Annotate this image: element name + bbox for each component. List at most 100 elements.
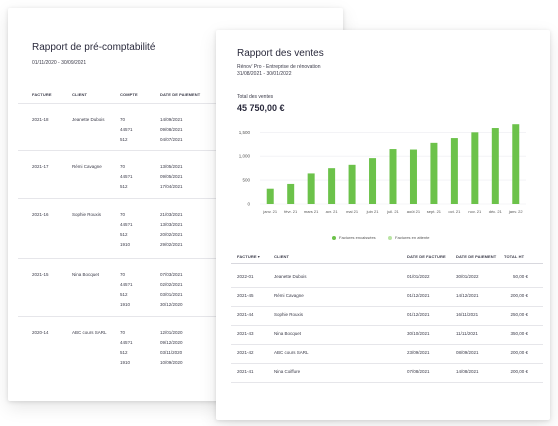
x-tick-label: juin 21	[366, 209, 380, 214]
client-name: Jeanette Dubois	[72, 117, 105, 122]
client-name: Nina Coiffure	[274, 369, 301, 374]
date-paiement: 10/09/2020	[160, 360, 183, 365]
date-facture: 01/01/2022	[407, 274, 430, 279]
company-name: Rénov' Pro - Entreprise de rénovation	[237, 64, 321, 70]
row-divider	[231, 325, 543, 326]
date-paiement: 03/01/2021	[160, 292, 183, 297]
compte-code: 70	[120, 164, 126, 169]
facture-number: 2021-18	[32, 117, 49, 122]
date-paiement: 12/01/2020	[160, 330, 183, 335]
date-paiement: 14/08/2021	[456, 369, 479, 374]
client-name: ABC cours SARL	[72, 330, 107, 335]
x-tick-label: août 21	[407, 209, 421, 214]
date-facture: 01/12/2021	[407, 312, 430, 317]
sales-title: Rapport des ventes	[237, 48, 324, 59]
facture-number: 2021-41	[237, 369, 254, 374]
bar-10[interactable]	[471, 132, 479, 204]
date-paiement: 20/02/2021	[160, 232, 183, 237]
date-paiement: 17/04/2021	[160, 184, 183, 189]
bar-5[interactable]	[369, 158, 377, 204]
compte-code: 1910	[120, 302, 131, 307]
compte-code: 512	[120, 292, 128, 297]
client-name: Nina Bocquet	[274, 331, 302, 336]
x-tick-label: févr. 21	[284, 209, 298, 214]
bar-6[interactable]	[389, 149, 397, 204]
client-name: Nina Bocquet	[72, 272, 100, 277]
client-name: Sophie Rouxis	[72, 212, 102, 217]
date-paiement: 09/08/2021	[160, 127, 183, 132]
col-facture-sort[interactable]: FACTURE ▾	[237, 254, 260, 259]
col-date-facture: DATE DE FACTURE	[407, 254, 446, 259]
date-paiement: 16/11/2021	[456, 312, 479, 317]
date-paiement: 02/02/2021	[160, 282, 183, 287]
col-date-paiement: DATE DE PAIEMENT	[456, 254, 497, 259]
facture-number: 2022-01	[237, 274, 254, 279]
y-tick-label: 0	[247, 202, 250, 207]
y-tick-label: 500	[242, 178, 250, 183]
bar-7[interactable]	[409, 149, 417, 204]
compte-code: 445?1	[120, 222, 133, 227]
facture-number: 2021-42	[237, 350, 254, 355]
compte-code: 445?1	[120, 174, 133, 179]
legend-pending[interactable]: Factures en attente	[388, 235, 429, 240]
bar-11[interactable]	[491, 128, 499, 204]
date-paiement: 09/05/2021	[160, 174, 183, 179]
client-name: Rémi Cavagne	[274, 293, 304, 298]
bar-8[interactable]	[430, 142, 438, 204]
bar-2[interactable]	[307, 173, 315, 204]
facture-number: 2020-14	[32, 330, 49, 335]
bar-4[interactable]	[348, 164, 356, 204]
compte-code: 445?1	[120, 340, 133, 345]
compte-code: 445?1	[120, 282, 133, 287]
date-facture: 07/08/2021	[407, 369, 430, 374]
table-row[interactable]: 2021-45 Rémi Cavagne 01/12/2021 14/12/2021 2…	[216, 289, 550, 308]
bar-1[interactable]	[287, 183, 295, 204]
facture-number: 2021-44	[237, 312, 254, 317]
bar-0[interactable]	[266, 188, 274, 204]
row-divider	[231, 287, 543, 288]
legend-paid-dot	[332, 235, 336, 240]
precompta-title: Rapport de pré-comptabilité	[32, 42, 156, 53]
table-row[interactable]: 2021-44 Sophie Rouxis 01/12/2021 16/11/2021…	[216, 308, 550, 327]
row-divider	[231, 363, 543, 364]
facture-number: 2021-15	[32, 272, 49, 277]
bar-12[interactable]	[512, 124, 520, 204]
y-tick-label: 1,000	[239, 154, 251, 159]
bar-3[interactable]	[328, 168, 336, 204]
date-paiement: 29/02/2021	[160, 242, 183, 247]
facture-number: 2021-43	[237, 331, 254, 336]
facture-number: 2021-45	[237, 293, 254, 298]
date-paiement: 09/12/2020	[160, 340, 183, 345]
compte-code: 70	[120, 272, 126, 277]
table-row[interactable]: 2021-42 ABC cours SARL 23/09/2021 08/09/202…	[216, 346, 550, 365]
compte-code: 512	[120, 350, 128, 355]
x-tick-label: oct. 21	[448, 209, 461, 214]
compte-code: 70	[120, 212, 126, 217]
col-client: CLIENT	[72, 92, 88, 97]
legend-paid[interactable]: Factures encaissées	[332, 235, 376, 240]
row-divider	[18, 198, 343, 199]
table-row[interactable]: 2021-41 Nina Coiffure 07/08/2021 14/08/2021…	[216, 365, 550, 384]
compte-code: 445?1	[120, 127, 133, 132]
x-tick-label: déc. 21	[489, 209, 503, 214]
row-divider	[18, 316, 343, 317]
date-facture: 01/12/2021	[407, 293, 430, 298]
date-paiement: 13/05/2021	[160, 164, 183, 169]
date-paiement: 21/03/2021	[160, 212, 183, 217]
total-sales-value: 45 750,00 €	[237, 103, 285, 113]
col-facture: FACTURE	[32, 92, 52, 97]
compte-code: 512	[120, 184, 128, 189]
facture-number: 2021-17	[32, 164, 49, 169]
compte-code: 70	[120, 117, 126, 122]
facture-number: 2021-16	[32, 212, 49, 217]
date-paiement: 08/09/2021	[456, 350, 479, 355]
bar-9[interactable]	[450, 138, 458, 204]
table-row[interactable]: 2021-43 Nina Bocquet 30/10/2021 11/11/2021 3…	[216, 327, 550, 346]
date-paiement: 30/12/2020	[160, 302, 183, 307]
table-row[interactable]: 2022-01 Jeanette Dubois 01/01/2022 30/01/20…	[216, 270, 550, 289]
legend-pending-label: Factures en attente	[395, 235, 430, 240]
row-divider	[231, 306, 543, 307]
total-ht: 200,00 €	[510, 369, 528, 374]
date-facture: 30/10/2021	[407, 331, 430, 336]
col-total-ht: TOTAL HT	[504, 254, 525, 259]
